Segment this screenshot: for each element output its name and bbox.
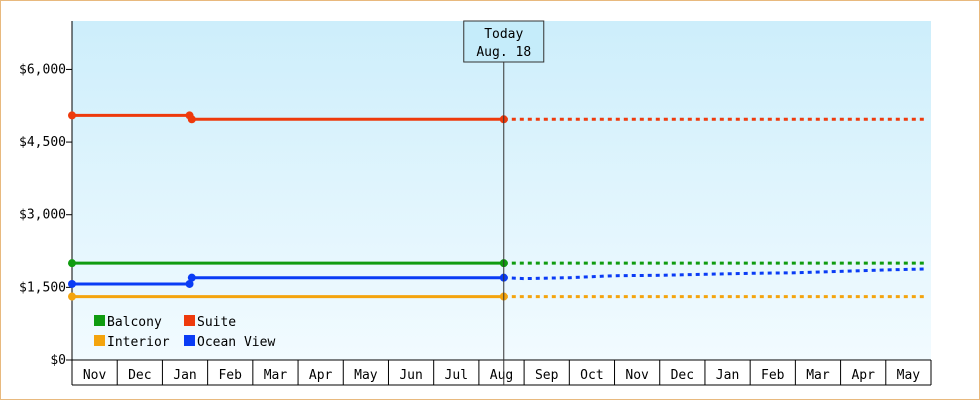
x-tick-label: Jan: [173, 368, 196, 383]
legend-swatch-interior: [94, 335, 105, 346]
x-tick-label: Apr: [309, 368, 333, 383]
today-marker: Today Aug. 18: [463, 20, 545, 385]
x-tick-label: Dec: [128, 368, 151, 383]
legend-label-balcony: Balcony: [107, 315, 162, 330]
today-box: [463, 20, 545, 63]
balcony-point: [68, 259, 76, 268]
legend-swatch-balcony: [94, 315, 105, 326]
x-axis: Nov Dec Jan Feb Mar Apr May Jun Jul Aug Sep Oct Nov D…: [71, 359, 932, 386]
x-tick-label: Oct: [580, 368, 603, 383]
x-tick-label: Mar: [264, 368, 288, 383]
ocean-view-point: [68, 279, 76, 288]
x-tick-label: Jul: [445, 368, 468, 383]
series-layer: [68, 111, 925, 301]
x-tick-label: Jan: [716, 368, 739, 383]
x-tick-label: Nov: [83, 368, 107, 383]
x-tick-label: Sep: [535, 368, 559, 383]
today-date-label: Aug. 18: [476, 45, 531, 60]
x-tick-label: Feb: [218, 368, 242, 383]
x-tick-label: May: [897, 368, 921, 383]
x-tick-label: Apr: [851, 368, 875, 383]
y-tick-label: $0: [50, 353, 66, 368]
ocean-view-projected-line: [503, 267, 925, 281]
ocean-view-point: [185, 279, 194, 288]
legend-swatch-ocean-view: [184, 335, 195, 346]
legend-label-ocean-view: Ocean View: [197, 335, 275, 350]
y-tick-label: $1,500: [19, 280, 66, 295]
today-label: Today: [484, 27, 523, 42]
ocean-view-point: [187, 273, 196, 282]
suite-point: [68, 111, 76, 120]
legend-label-interior: Interior: [107, 335, 170, 350]
x-tick-label: Dec: [671, 368, 694, 383]
y-axis: $0 $1,500 $3,000 $4,500 $6,000: [19, 21, 73, 368]
y-tick-label: $3,000: [19, 208, 66, 223]
legend: Balcony Suite Interior Ocean View: [94, 315, 275, 350]
x-tick-label: Feb: [761, 368, 785, 383]
y-tick-label: $4,500: [19, 135, 66, 150]
legend-label-suite: Suite: [197, 315, 236, 330]
y-tick-label: $6,000: [19, 62, 66, 77]
legend-swatch-suite: [184, 315, 195, 326]
interior-point: [68, 292, 76, 301]
x-tick-label: Jun: [399, 368, 422, 383]
plot-background: [72, 21, 931, 360]
x-tick-label: Mar: [806, 368, 830, 383]
x-tick-label: Aug: [490, 368, 513, 383]
x-tick-label: Nov: [625, 368, 649, 383]
suite-point: [187, 115, 196, 124]
x-tick-label: May: [354, 368, 378, 383]
